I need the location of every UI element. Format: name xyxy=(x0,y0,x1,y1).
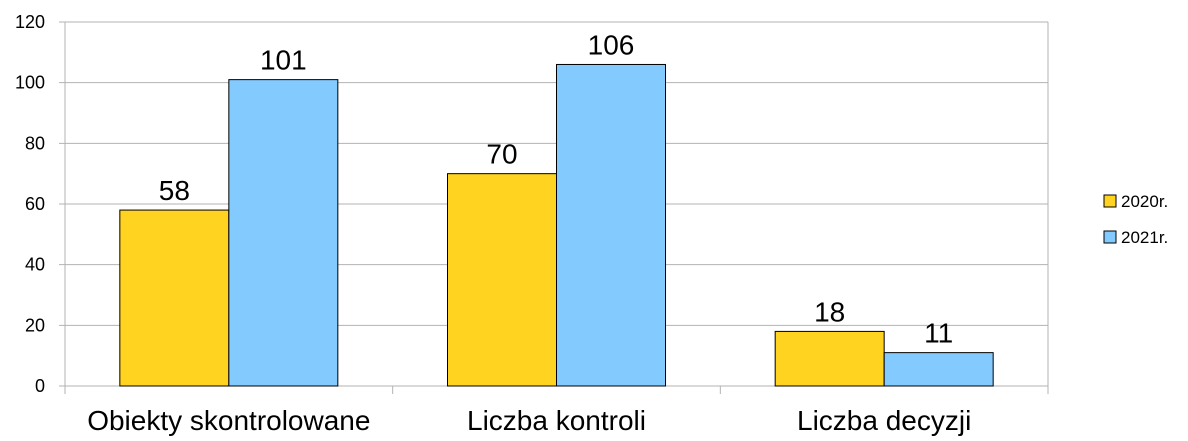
x-tick-label: Obiekty skontrolowane xyxy=(87,405,370,436)
y-tick-label: 60 xyxy=(25,194,45,214)
y-tick-label: 0 xyxy=(35,376,45,396)
legend-label: 2021r. xyxy=(1121,228,1168,247)
bar xyxy=(774,330,885,387)
data-label: 18 xyxy=(814,296,845,327)
data-labels: 58 101 70 106 18 11 xyxy=(159,29,953,348)
y-tick-label: 20 xyxy=(25,315,45,335)
bar xyxy=(556,63,666,387)
x-tick-label: Liczba kontroli xyxy=(467,405,646,436)
bar xyxy=(883,352,994,387)
legend-swatch xyxy=(1103,194,1117,208)
x-axis: Obiekty skontrolowane Liczba kontroli Licz… xyxy=(87,386,971,436)
y-axis-ticks: 0 20 40 60 80 100 120 xyxy=(15,12,45,396)
legend-swatch xyxy=(1103,230,1117,244)
y-tick-label: 80 xyxy=(25,133,45,153)
bar xyxy=(447,173,557,387)
x-tick-label: Liczba decyzji xyxy=(797,405,971,436)
y-tick-label: 40 xyxy=(25,255,45,275)
bars xyxy=(119,63,994,387)
data-label: 101 xyxy=(260,45,307,76)
data-label: 58 xyxy=(159,175,190,206)
bar xyxy=(228,79,339,387)
bar xyxy=(119,209,230,387)
data-label: 70 xyxy=(486,139,517,170)
y-tick-label: 100 xyxy=(15,73,45,93)
data-label: 106 xyxy=(588,29,635,60)
legend-label: 2020r. xyxy=(1121,192,1168,211)
y-tick-label: 120 xyxy=(15,12,45,32)
data-label: 11 xyxy=(924,318,953,349)
legend: 2020r. 2021r. xyxy=(1103,192,1168,247)
